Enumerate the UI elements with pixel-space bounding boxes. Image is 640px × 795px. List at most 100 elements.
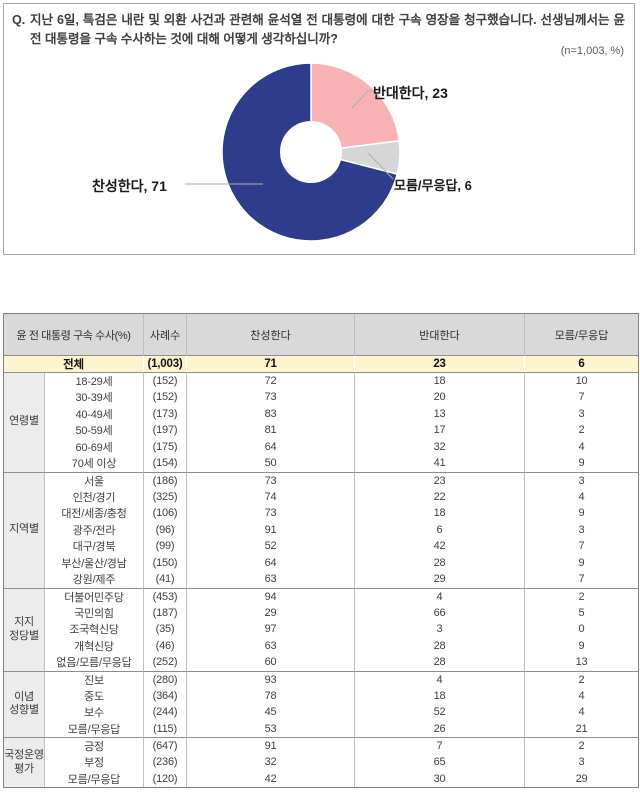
favor-value-cell: 60 (186, 654, 354, 671)
total-oppose-cell: 23 (354, 355, 525, 372)
oppose-value-cell: 41 (354, 455, 524, 472)
oppose-value-cell: 13 (354, 405, 524, 422)
oppose-value-cell: 28 (354, 654, 524, 671)
oppose-value-cell: 30 (354, 770, 524, 787)
n-cell: (197) (143, 422, 186, 439)
dontknow-value-cell: 29 (524, 770, 638, 787)
row-label-cell: 대전/세종/충청 (44, 505, 143, 522)
n-cell: (186) (143, 471, 187, 489)
favor-value-cell: 73 (186, 505, 354, 522)
row-label-cell: 강원/제주 (44, 571, 143, 588)
table-row: 보수 (244) 45 52 4 (4, 704, 638, 721)
oppose-value-cell: 28 (354, 637, 524, 654)
group-label-cell: 이념 성향별 (4, 670, 44, 737)
oppose-value-cell: 65 (354, 754, 524, 771)
oppose-value-cell: 52 (354, 704, 524, 721)
favor-value-cell: 73 (186, 471, 355, 489)
favor-value-cell: 78 (186, 687, 354, 704)
row-label-cell: 대구/경북 (44, 538, 143, 555)
row-label-cell: 50-59세 (44, 422, 143, 439)
table-header-row: 윤 전 대통령 구속 수사(%) 사례수 찬성한다 반대한다 모름/무응답 (4, 314, 639, 355)
oppose-value-cell: 66 (354, 604, 524, 621)
n-cell: (152) (143, 389, 186, 406)
favor-value-cell: 93 (186, 670, 355, 688)
favor-value-cell: 91 (186, 737, 355, 754)
n-cell: (252) (143, 654, 186, 671)
survey-question-text: 지난 6일, 특검은 내란 및 외환 사건과 관련해 윤석열 전 대통령에 대한… (30, 13, 625, 46)
oppose-value-cell: 23 (354, 471, 525, 489)
row-label-cell: 긍정 (44, 737, 144, 754)
n-cell: (154) (143, 455, 186, 472)
oppose-value-cell: 26 (354, 720, 524, 737)
dontknow-value-cell: 3 (524, 521, 638, 538)
favor-value-cell: 94 (186, 587, 355, 605)
total-n-cell: (1,003) (143, 355, 187, 372)
favor-value-cell: 97 (186, 621, 354, 638)
n-cell: (99) (143, 538, 186, 555)
favor-value-cell: 42 (186, 770, 354, 787)
sample-size-note: (n=1,003, %) (560, 45, 624, 57)
table-row: 60-69세 (175) 64 32 4 (4, 438, 638, 455)
favor-value-cell: 63 (186, 571, 354, 588)
table-row: 모름/무응답 (120) 42 30 29 (4, 770, 638, 787)
n-cell: (115) (143, 720, 186, 737)
group-label-cell: 지역별 (4, 471, 44, 588)
oppose-value-cell: 28 (354, 554, 524, 571)
table-row: 없음/모름/무응답 (252) 60 28 13 (4, 654, 638, 671)
dontknow-value-cell: 7 (524, 389, 638, 406)
n-cell: (175) (143, 438, 186, 455)
dontknow-value-cell: 0 (524, 621, 638, 638)
row-label-cell: 40-49세 (44, 405, 143, 422)
n-cell: (152) (143, 372, 187, 389)
n-cell: (187) (143, 604, 186, 621)
total-row: 전체 (1,003) 71 23 6 (4, 355, 639, 372)
dontknow-value-cell: 9 (524, 637, 638, 654)
row-label-cell: 서울 (44, 471, 144, 489)
row-label-cell: 부산/울산/경남 (44, 554, 143, 571)
dontknow-value-cell: 4 (524, 438, 638, 455)
table-row: 부산/울산/경남 (150) 64 28 9 (4, 554, 638, 571)
question-box: Q. 지난 6일, 특검은 내란 및 외환 사건과 관련해 윤석열 전 대통령에… (3, 3, 635, 255)
row-label-cell: 부정 (44, 754, 143, 771)
oppose-value-cell: 18 (354, 372, 525, 389)
row-label-cell: 모름/무응답 (44, 770, 143, 787)
n-cell: (453) (143, 587, 187, 605)
table-row: 모름/무응답 (115) 53 26 21 (4, 720, 638, 737)
table-row: 대구/경북 (99) 52 42 7 (4, 538, 638, 555)
favor-value-cell: 45 (186, 704, 354, 721)
crosstab-table: 윤 전 대통령 구속 수사(%) 사례수 찬성한다 반대한다 모름/무응답 전체… (3, 313, 640, 788)
total-label-cell: 전체 (4, 355, 144, 372)
dontknow-value-cell: 21 (524, 720, 638, 737)
favor-value-cell: 73 (186, 389, 354, 406)
table-row: 인천/경기 (325) 74 22 4 (4, 488, 638, 505)
table-row: 이념 성향별 진보 (280) 93 4 2 (4, 670, 639, 737)
dontknow-value-cell: 4 (524, 704, 638, 721)
header-dontknow: 모름/무응답 (524, 314, 639, 355)
favor-value-cell: 53 (186, 720, 354, 737)
table-row: 중도 (364) 78 18 4 (4, 687, 638, 704)
table-row: 강원/제주 (41) 63 29 7 (4, 571, 638, 588)
n-cell: (325) (143, 488, 186, 505)
favor-value-cell: 72 (186, 372, 355, 389)
row-label-cell: 진보 (44, 670, 144, 688)
favor-value-cell: 29 (186, 604, 354, 621)
n-cell: (46) (143, 637, 186, 654)
row-label-cell: 70세 이상 (44, 455, 143, 472)
dontknow-value-cell: 3 (524, 471, 639, 489)
group-label-cell: 연령별 (4, 372, 44, 472)
n-cell: (106) (143, 505, 186, 522)
favor-value-cell: 74 (186, 488, 354, 505)
row-label-cell: 18-29세 (44, 372, 144, 389)
chart-label-favor: 찬성한다, 71 (92, 178, 167, 194)
table-row: 70세 이상 (154) 50 41 9 (4, 455, 638, 472)
row-label-cell: 없음/모름/무응답 (44, 654, 143, 671)
row-label-cell: 인천/경기 (44, 488, 143, 505)
oppose-value-cell: 20 (354, 389, 524, 406)
oppose-value-cell: 3 (354, 621, 524, 638)
table-row: 대전/세종/충청 (106) 73 18 9 (4, 505, 638, 522)
n-cell: (150) (143, 554, 186, 571)
question-prefix: Q. (12, 13, 26, 27)
n-cell: (96) (143, 521, 186, 538)
table-row: 50-59세 (197) 81 17 2 (4, 422, 638, 439)
